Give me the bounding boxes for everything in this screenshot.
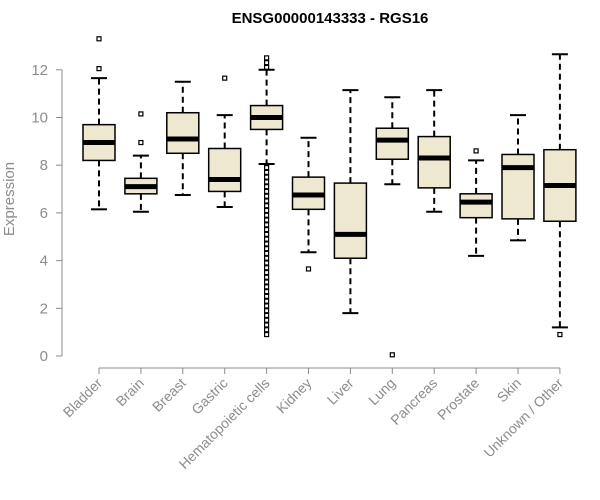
y-tick-label: 6: [40, 205, 48, 222]
box-group: [291, 136, 326, 272]
outlier-point: [264, 265, 270, 271]
x-tick-label: Bladder: [60, 375, 106, 421]
outlier-point: [264, 327, 270, 333]
x-tick-label: Skin: [494, 375, 525, 406]
outlier-point: [264, 198, 270, 204]
chart-title: ENSG00000143333 - RGS16: [232, 10, 429, 27]
outlier-point: [473, 148, 479, 154]
y-axis-label: Expression: [1, 162, 18, 236]
outlier-point: [264, 236, 270, 242]
outlier-point: [264, 308, 270, 314]
outlier-point: [264, 169, 270, 175]
outlier-point: [264, 184, 270, 190]
x-tick-label: Liver: [324, 375, 357, 408]
outlier-point: [264, 298, 270, 304]
outlier-point: [264, 246, 270, 252]
outlier-point: [264, 60, 270, 66]
outlier-point: [264, 274, 270, 280]
box-group: [124, 111, 158, 213]
box-group: [333, 89, 368, 315]
outlier-point: [264, 164, 270, 171]
y-tick-label: 4: [40, 253, 48, 270]
outlier-point: [264, 217, 270, 223]
outlier-point: [222, 75, 228, 81]
outlier-point: [96, 66, 102, 72]
y-tick-label: 10: [31, 110, 48, 127]
boxes: [82, 36, 577, 358]
y-tick-label: 0: [40, 348, 48, 365]
outlier-point: [305, 266, 312, 272]
outlier-point: [138, 111, 144, 117]
box-group: [543, 53, 577, 338]
outlier-point: [264, 293, 270, 299]
outlier-point: [264, 203, 270, 209]
outlier-point: [264, 317, 270, 323]
outlier-point: [264, 289, 270, 295]
outlier-point: [264, 241, 270, 247]
outlier-point: [264, 250, 270, 257]
x-tick-label: Unknown / Other: [480, 375, 566, 461]
outlier-point: [264, 207, 270, 214]
outlier-point: [557, 331, 563, 338]
box-iqr: [417, 135, 451, 189]
box-group: [501, 114, 535, 242]
outlier-point: [264, 222, 270, 228]
x-tick-label: Kidney: [273, 375, 315, 417]
box-group: [82, 36, 116, 211]
y-tick-label: 2: [40, 300, 48, 317]
outlier-point: [264, 231, 270, 237]
outlier-point: [96, 36, 102, 42]
outlier-point: [264, 260, 270, 266]
outlier-point: [264, 269, 270, 276]
box-iqr: [207, 147, 242, 193]
outlier-point: [264, 255, 270, 261]
box-group: [459, 148, 493, 257]
x-tick-label: Brain: [113, 375, 147, 409]
x-tick-label: Lung: [365, 375, 398, 408]
x-tick-label: Pancreas: [387, 375, 440, 428]
box-iqr: [459, 193, 493, 219]
y-axis: 0 2 4 6 8 10 12: [31, 62, 63, 365]
outlier-point: [264, 226, 270, 233]
outlier-point: [264, 322, 270, 328]
box-group: [417, 89, 451, 213]
box-iqr: [375, 127, 410, 160]
y-tick-label: 8: [40, 157, 48, 174]
box-iqr: [501, 153, 535, 220]
box-group: [249, 55, 284, 338]
outlier-point: [264, 193, 270, 199]
outlier-point: [389, 352, 395, 358]
outlier-point: [264, 188, 270, 195]
outlier-point: [264, 64, 270, 71]
box-iqr: [333, 182, 368, 259]
x-tick-label: Breast: [149, 375, 189, 415]
outlier-point: [264, 312, 270, 319]
outlier-point: [138, 139, 144, 146]
box-group: [166, 80, 200, 197]
outlier-point: [264, 212, 270, 218]
box-group: [375, 96, 410, 358]
outlier-point: [264, 55, 270, 61]
outlier-point: [264, 279, 270, 285]
outlier-point: [264, 179, 270, 185]
x-tick-label: Prostate: [434, 375, 482, 423]
outlier-point: [264, 331, 270, 338]
y-tick-label: 12: [31, 62, 48, 79]
box-group: [207, 75, 242, 208]
outlier-point: [264, 303, 270, 309]
outlier-point: [264, 284, 270, 290]
outlier-point: [264, 174, 270, 180]
box-iqr: [166, 111, 200, 155]
